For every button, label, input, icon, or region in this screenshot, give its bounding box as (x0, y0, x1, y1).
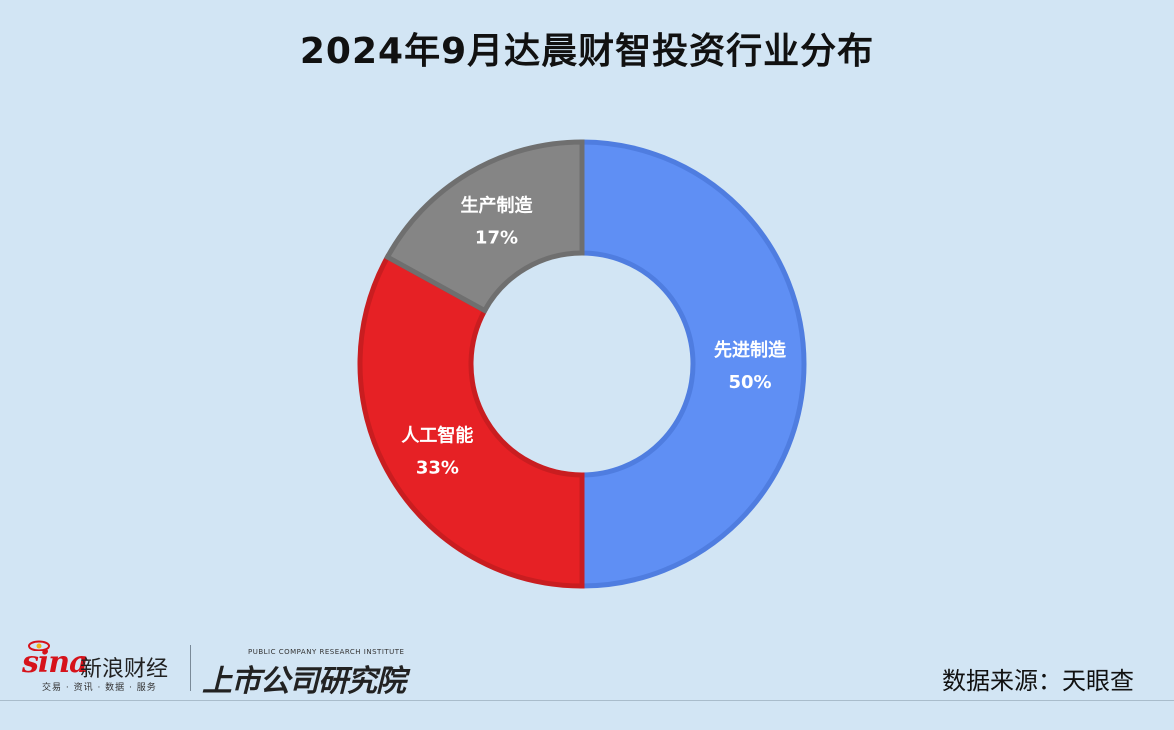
data-source: 数据来源：天眼查 (942, 667, 1134, 695)
donut-slice-1 (579, 139, 807, 589)
sina-eye-icon (28, 640, 50, 651)
chart-title: 2024年9月达晨财智投资行业分布 (299, 31, 875, 72)
logo-separator (190, 645, 191, 691)
slice-label-1: 先进制造 (714, 339, 786, 361)
donut-slice-2 (357, 253, 585, 589)
donut-slice-3 (384, 139, 585, 314)
research-institute-english: PUBLIC COMPANY RESEARCH INSTITUTE (248, 648, 405, 656)
sina-finance-logo: sina 新浪财经 交易 · 资讯 · 数据 · 服务 (22, 640, 182, 693)
research-institute-name: 上市公司研究院 (202, 664, 406, 699)
footer-divider (0, 700, 1174, 701)
sina-finance-name: 新浪财经 (80, 657, 169, 682)
slice-label-3: 生产制造 (460, 194, 532, 216)
sina-wordmark: sina (22, 645, 89, 680)
slice-value-label-2: 33% (416, 458, 459, 479)
sina-tagline: 交易 · 资讯 · 数据 · 服务 (42, 683, 157, 693)
slice-value-label-1: 50% (728, 372, 771, 393)
research-institute-logo: PUBLIC COMPANY RESEARCH INSTITUTE 上市公司研究… (202, 648, 432, 699)
slice-label-2: 人工智能 (401, 425, 473, 447)
slice-value-label-3: 17% (475, 227, 518, 248)
